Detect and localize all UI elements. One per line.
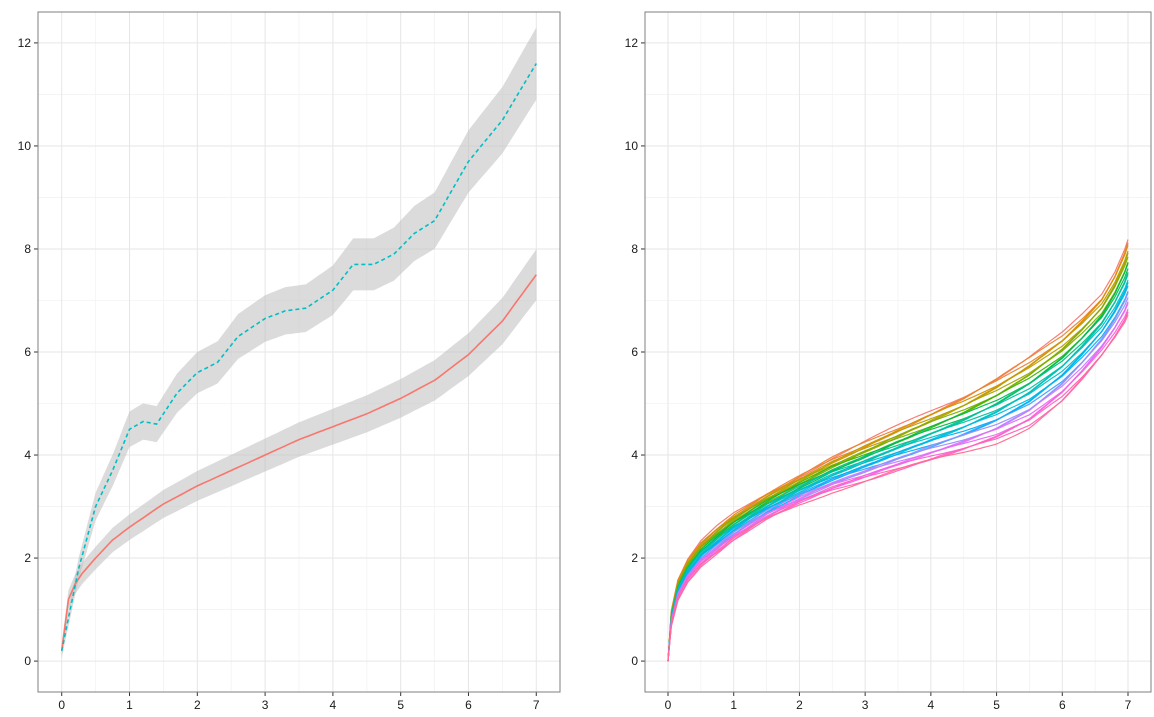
y-tick-label: 12 xyxy=(18,36,32,50)
x-tick-label: 5 xyxy=(397,698,404,712)
x-tick-label: 6 xyxy=(465,698,472,712)
x-tick-label: 5 xyxy=(993,698,1000,712)
y-tick-label: 8 xyxy=(631,242,638,256)
y-tick-label: 10 xyxy=(18,139,32,153)
x-tick-label: 4 xyxy=(330,698,337,712)
y-tick-label: 4 xyxy=(631,448,638,462)
y-tick-label: 12 xyxy=(625,36,639,50)
y-tick-label: 6 xyxy=(631,345,638,359)
x-tick-label: 7 xyxy=(1125,698,1132,712)
y-tick-label: 8 xyxy=(24,242,31,256)
x-tick-label: 0 xyxy=(58,698,65,712)
x-tick-label: 7 xyxy=(533,698,540,712)
y-tick-label: 6 xyxy=(24,345,31,359)
x-tick-label: 1 xyxy=(126,698,133,712)
x-tick-label: 2 xyxy=(194,698,201,712)
x-tick-label: 3 xyxy=(862,698,869,712)
y-tick-label: 0 xyxy=(24,654,31,668)
y-tick-label: 4 xyxy=(24,448,31,462)
x-tick-label: 1 xyxy=(730,698,737,712)
x-tick-label: 3 xyxy=(262,698,269,712)
y-tick-label: 2 xyxy=(631,551,638,565)
y-tick-label: 10 xyxy=(625,139,639,153)
x-tick-label: 0 xyxy=(665,698,672,712)
y-tick-label: 2 xyxy=(24,551,31,565)
x-tick-label: 2 xyxy=(796,698,803,712)
x-tick-label: 4 xyxy=(928,698,935,712)
y-tick-label: 0 xyxy=(631,654,638,668)
x-tick-label: 6 xyxy=(1059,698,1066,712)
